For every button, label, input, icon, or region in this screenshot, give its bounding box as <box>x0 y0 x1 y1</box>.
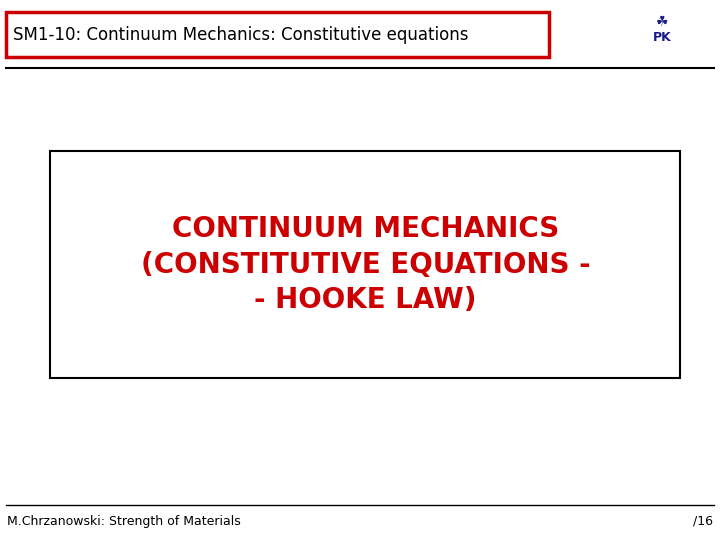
Text: CONTINUUM MECHANICS
(CONSTITUTIVE EQUATIONS -
- HOOKE LAW): CONTINUUM MECHANICS (CONSTITUTIVE EQUATI… <box>140 215 590 314</box>
Text: SM1-10: Continuum Mechanics: Constitutive equations: SM1-10: Continuum Mechanics: Constitutiv… <box>13 25 469 44</box>
Bar <box>6 12 549 57</box>
Text: /16: /16 <box>693 515 713 528</box>
Text: M.Chrzanowski: Strength of Materials: M.Chrzanowski: Strength of Materials <box>7 515 241 528</box>
Text: PK: PK <box>653 31 672 44</box>
Bar <box>50 151 680 378</box>
Text: ☘: ☘ <box>656 15 669 29</box>
